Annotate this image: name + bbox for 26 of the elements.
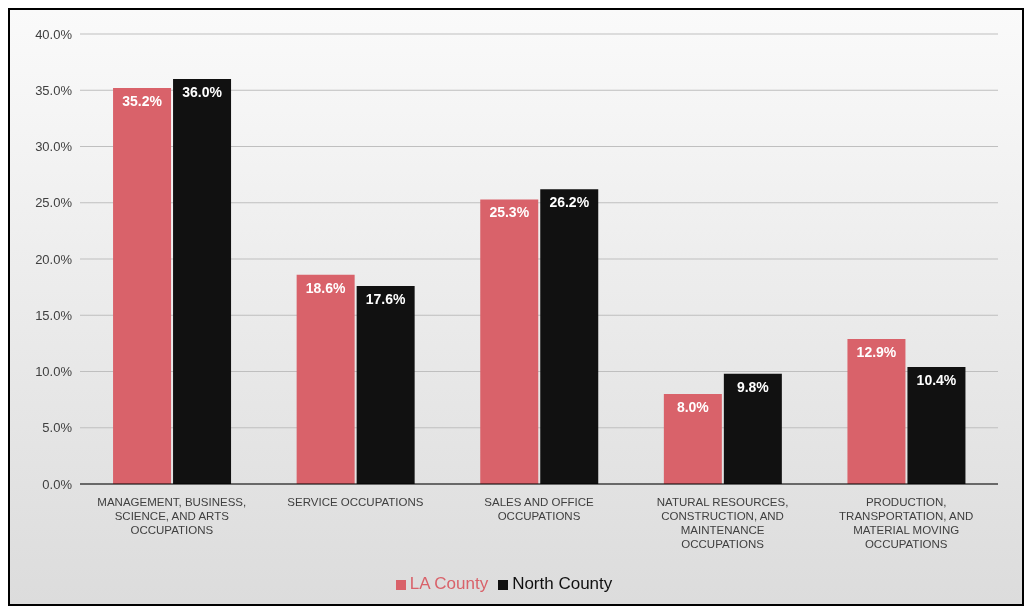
data-label: 12.9% <box>856 343 897 360</box>
data-label: 18.6% <box>305 279 347 296</box>
y-tick-label: 0.0% <box>42 476 73 492</box>
y-tick-label: 35.0% <box>35 82 73 98</box>
x-tick-label: PRODUCTION, TRANSPORTATION, AND MATERIAL MOVING OCCUPATIONS <box>839 496 974 550</box>
data-label: 17.6% <box>365 291 407 307</box>
data-label: 10.4% <box>916 372 957 388</box>
x-tick-label: SERVICE OCCUPATIONS <box>287 496 424 508</box>
data-label: 25.3% <box>489 204 530 221</box>
y-tick-label: 15.0% <box>35 307 73 323</box>
y-tick-label: 40.0% <box>35 26 73 42</box>
data-label: 9.8% <box>736 378 770 395</box>
x-tick-label: NATURAL RESOURCES, CONSTRUCTION, AND MAINTENANCE OCCUPATIONS <box>656 496 789 550</box>
y-tick-label: 25.0% <box>35 195 73 211</box>
data-label: 36.0% <box>182 84 223 100</box>
y-tick-label: 5.0% <box>42 420 73 436</box>
y-tick-label: 30.0% <box>35 139 73 155</box>
x-tick-label: MANAGEMENT, BUSINESS, SCIENCE, AND ARTS OCCUPATIONS <box>97 496 247 536</box>
data-label: 26.2% <box>549 194 590 211</box>
data-label: 8.0% <box>676 399 710 415</box>
legend-label: LA County <box>409 574 489 593</box>
x-tick-label: SALES AND OFFICE OCCUPATIONS <box>484 496 594 522</box>
y-tick-label: 20.0% <box>35 251 73 267</box>
data-label: 35.2% <box>122 93 163 109</box>
legend-label: North County <box>512 574 613 593</box>
y-tick-label: 10.0% <box>35 364 73 380</box>
